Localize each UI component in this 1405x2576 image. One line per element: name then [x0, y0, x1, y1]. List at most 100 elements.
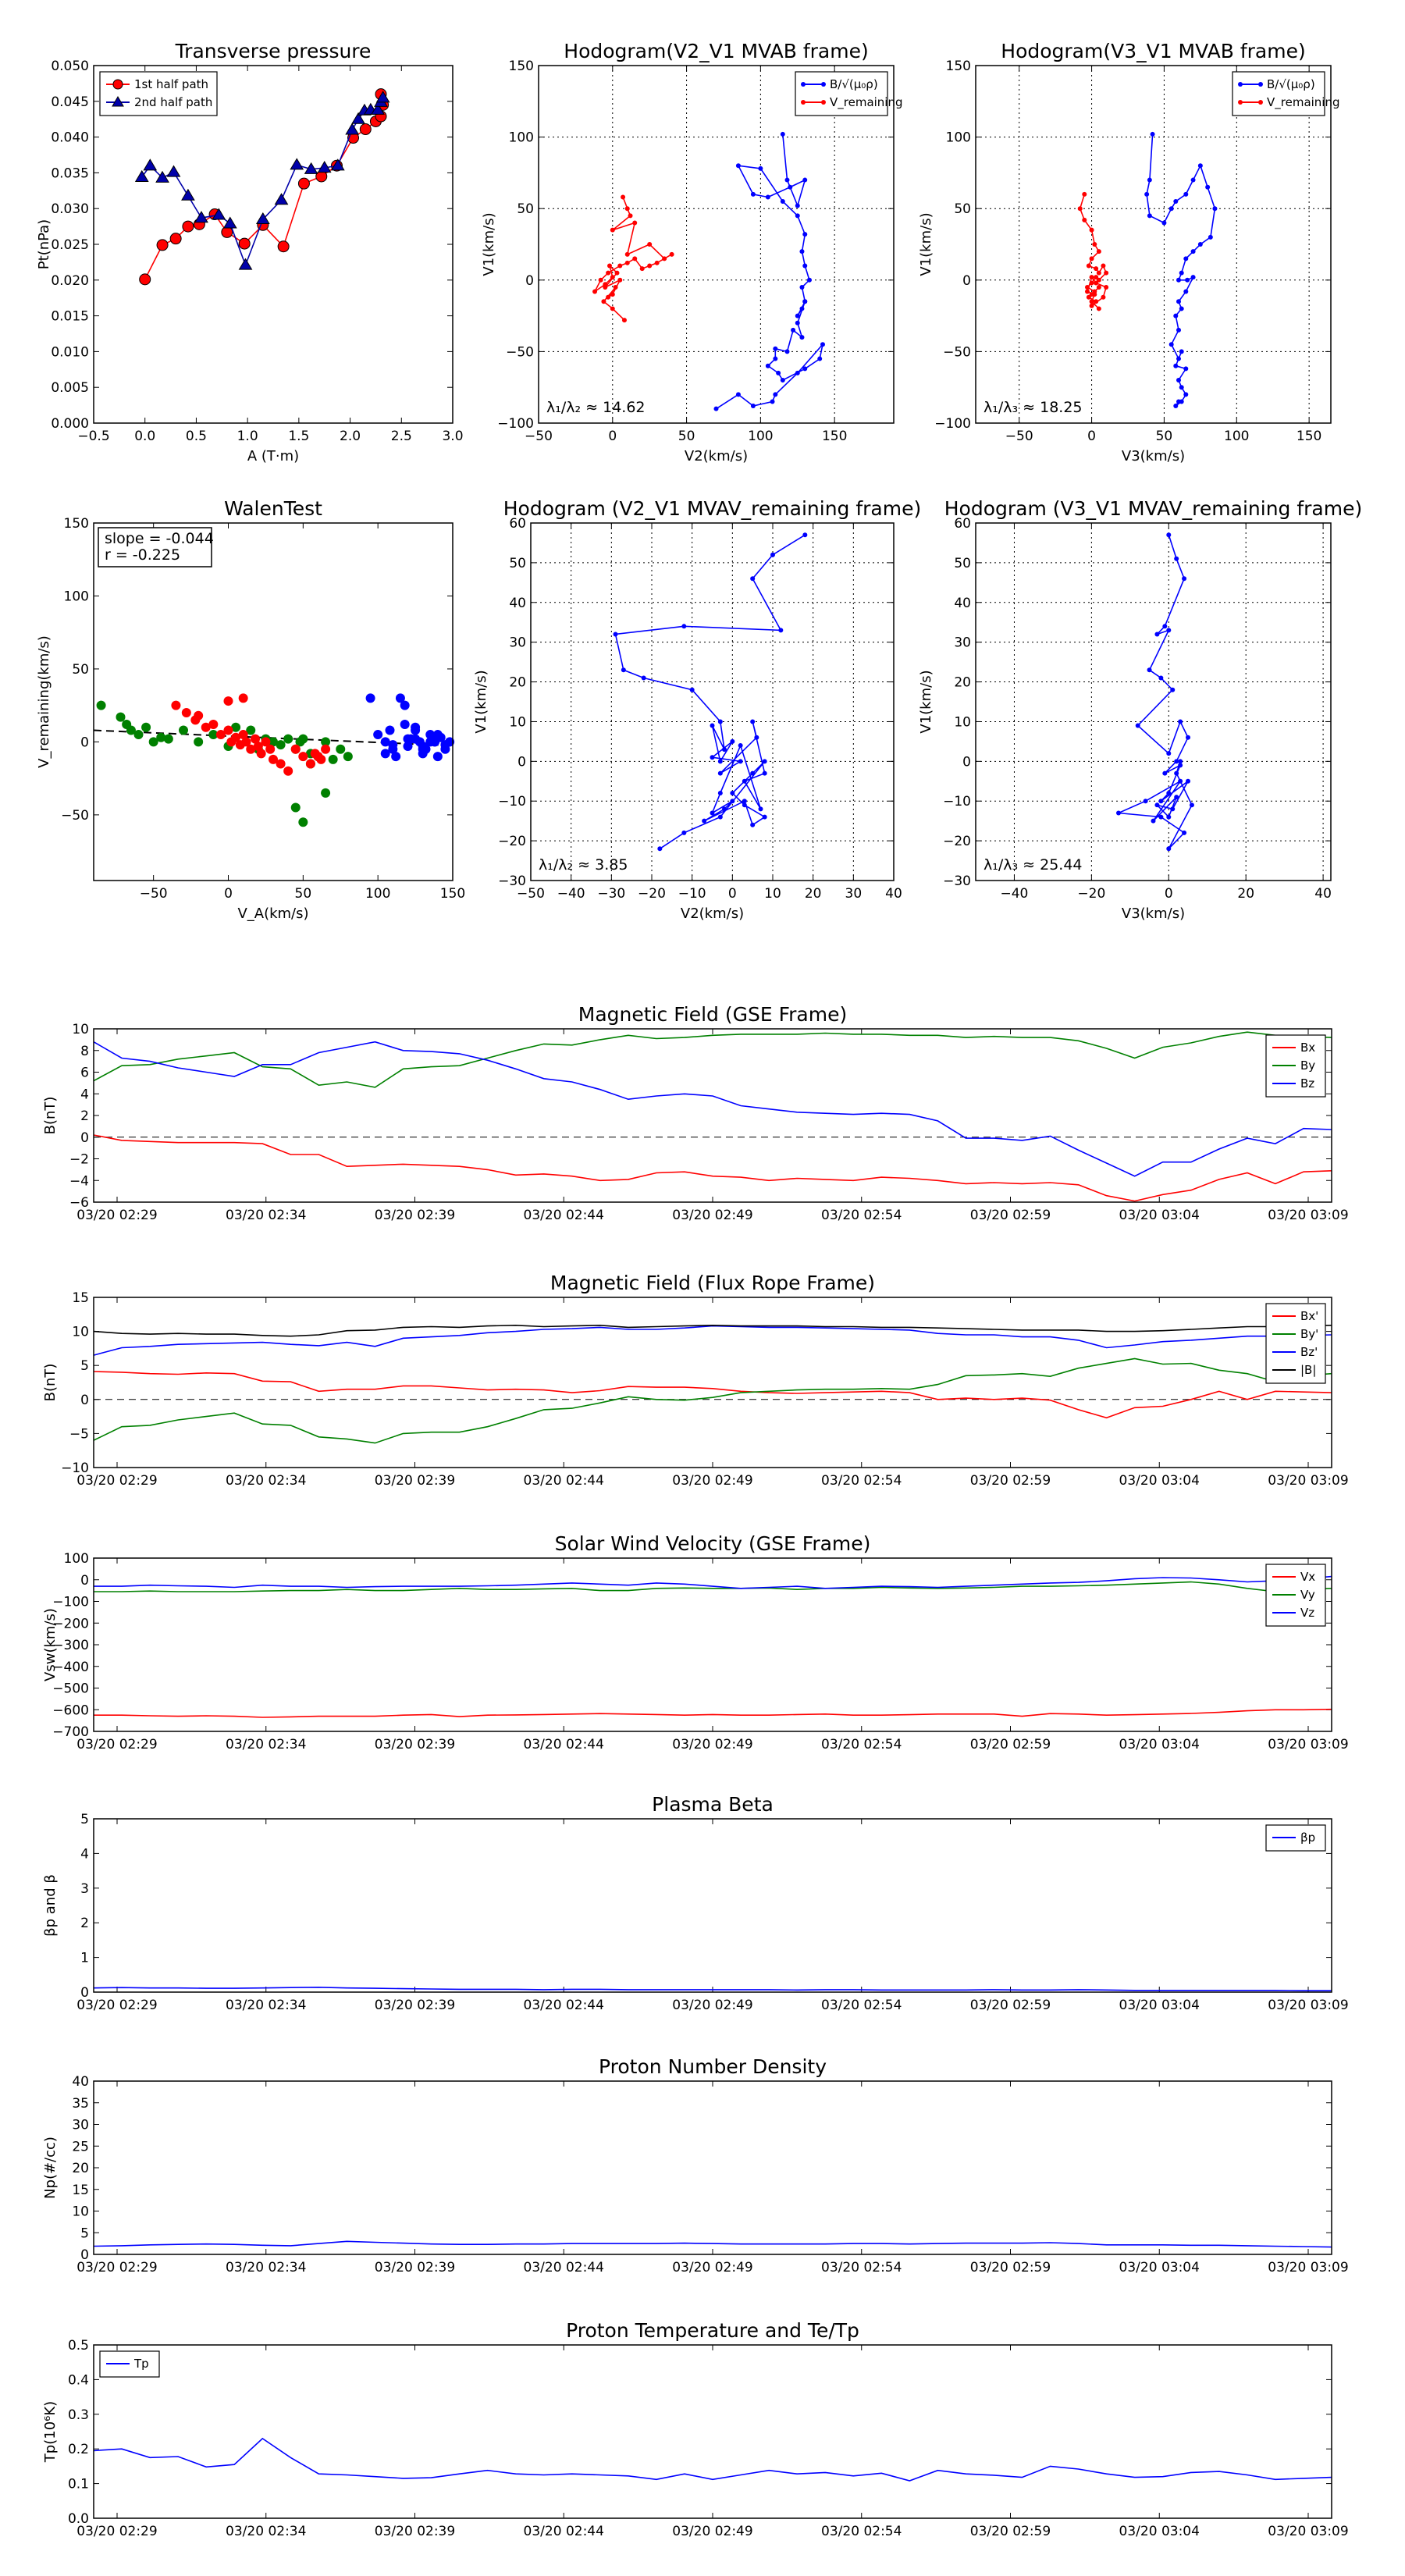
data-point — [371, 102, 385, 115]
ratio-annotation: λ₁/λ₂ ≈ 3.85 — [539, 856, 628, 873]
legend-marker — [1238, 82, 1243, 87]
x-tick-label: 03/20 02:29 — [76, 1998, 157, 2013]
data-point — [1086, 294, 1091, 300]
data-point — [1089, 280, 1094, 286]
x-tick-label: 03/20 02:44 — [524, 2260, 604, 2275]
x-tick-label: 150 — [440, 886, 465, 902]
y-tick-label: 3 — [80, 1881, 89, 1897]
tick-group: 03/20 02:29 03/20 02:34 03/20 02:39 03/20 0… — [72, 2074, 1348, 2275]
x-tick-label: 03/20 02:34 — [226, 2260, 306, 2275]
data-point — [1166, 532, 1172, 538]
data-point — [1170, 687, 1176, 692]
data-point — [1173, 313, 1179, 318]
data-point — [1183, 289, 1189, 294]
data-point — [1085, 284, 1090, 290]
data-point — [1176, 327, 1181, 333]
data-point — [610, 275, 615, 280]
y-tick-label: 60 — [509, 516, 526, 532]
x-axis-label: V2(km/s) — [681, 906, 744, 922]
data-point — [1205, 184, 1211, 190]
y-tick-label: 0.050 — [51, 59, 89, 74]
x-tick-label: 03/20 03:04 — [1119, 2260, 1200, 2275]
chart-bfr: 03/20 02:29 03/20 02:34 03/20 02:39 03/20 0… — [42, 1272, 1349, 1489]
legend-marker — [821, 82, 826, 87]
plot-area — [94, 1819, 1332, 1992]
series-2 — [94, 1575, 1332, 1589]
data-point — [1096, 306, 1101, 311]
data-point — [606, 270, 611, 276]
data-point — [1183, 191, 1189, 197]
data-point — [773, 392, 778, 397]
y-tick-label: 50 — [954, 556, 971, 571]
data-point — [1158, 675, 1164, 681]
annotation-line: r = -0.225 — [105, 546, 180, 564]
data-point — [730, 791, 735, 796]
data-point — [765, 363, 770, 368]
chart-h2: −50 0 50 100 150 −100 −50 0 50 100 150 Hodogram(V3_… — [918, 40, 1340, 464]
legend: Vx Vy Vz — [1265, 1564, 1326, 1627]
plot-area — [531, 523, 894, 881]
data-point — [139, 273, 151, 286]
data-point — [592, 289, 598, 294]
series-line — [93, 1324, 1332, 1337]
plot-area — [94, 2081, 1332, 2254]
x-tick-label: 03/20 02:39 — [375, 2260, 455, 2275]
data-point — [269, 754, 278, 764]
data-point — [345, 123, 360, 135]
y-tick-label: −30 — [943, 873, 971, 889]
chart-title: Solar Wind Velocity (GSE Frame) — [555, 1532, 871, 1555]
y-tick-label: 0.010 — [51, 344, 89, 360]
data-point — [297, 177, 310, 190]
data-point — [799, 306, 805, 311]
data-point — [215, 730, 226, 740]
x-tick-label: 03/20 02:54 — [821, 1737, 902, 1752]
data-point — [1104, 284, 1109, 290]
chart-np: 03/20 02:29 03/20 02:34 03/20 02:39 03/20 0… — [42, 2055, 1349, 2275]
data-point — [380, 749, 390, 759]
data-point — [336, 744, 346, 754]
x-tick-label: 03/20 02:54 — [821, 2260, 902, 2275]
data-point — [1179, 270, 1184, 276]
data-point — [750, 404, 756, 409]
y-tick-label: 0.0 — [68, 2511, 89, 2527]
data-point — [321, 788, 331, 798]
x-tick-label: 03/20 02:34 — [226, 1473, 306, 1489]
data-point — [601, 299, 606, 304]
plot-area — [539, 66, 894, 423]
data-point — [194, 211, 208, 223]
x-tick-label: 03/20 02:39 — [375, 1208, 455, 1223]
data-point — [1089, 227, 1094, 233]
y-tick-label: −50 — [943, 344, 971, 360]
y-axis-label: V1(km/s) — [918, 212, 934, 276]
data-point — [241, 737, 251, 747]
data-point — [1197, 242, 1203, 247]
x-tick-label: 0 — [224, 886, 233, 902]
data-point — [621, 194, 626, 200]
data-point — [1089, 303, 1094, 308]
data-point — [1182, 576, 1187, 582]
chart-title: Plasma Beta — [652, 1793, 774, 1816]
series-line — [94, 1575, 1332, 1589]
data-point — [1166, 628, 1172, 633]
legend-label: 2nd half path — [134, 95, 212, 109]
data-point — [261, 737, 271, 747]
data-point — [717, 770, 723, 776]
data-point — [624, 206, 630, 212]
legend-label: 1st half path — [134, 77, 208, 91]
x-tick-label: 03/20 02:29 — [76, 1737, 157, 1752]
x-tick-label: 03/20 02:39 — [375, 1473, 455, 1489]
data-point — [156, 239, 169, 251]
x-tick-label: 03/20 03:09 — [1268, 2524, 1348, 2539]
data-point — [156, 732, 166, 742]
ratio-annotation: λ₁/λ₃ ≈ 25.44 — [984, 856, 1083, 873]
chart-vsw: 03/20 02:29 03/20 02:34 03/20 02:39 03/20 0… — [42, 1532, 1349, 1752]
data-point — [171, 700, 181, 710]
chart-h1: −50 0 50 100 150−100−50050100150Hodogram(V2_… — [481, 40, 903, 464]
data-point — [681, 830, 687, 835]
data-point — [639, 266, 645, 272]
data-point — [1096, 270, 1101, 276]
y-tick-label: 0 — [80, 2247, 89, 2263]
chart-title: Proton Temperature and Te/Tp — [566, 2319, 859, 2342]
data-point — [1174, 795, 1179, 800]
axes-frame — [93, 522, 454, 881]
